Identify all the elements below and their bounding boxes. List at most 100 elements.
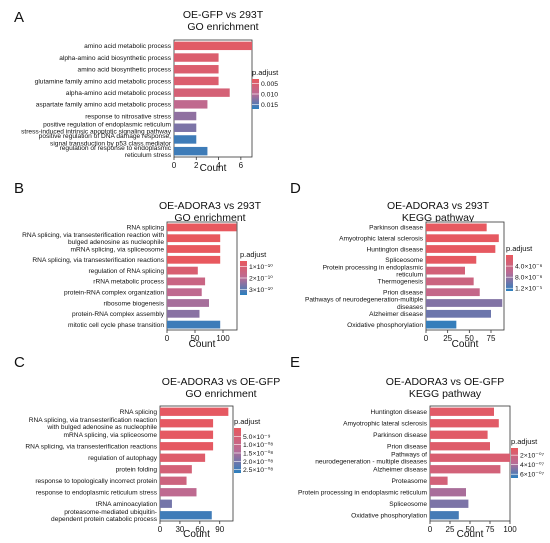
category-label: response to nitrosative stress — [85, 113, 171, 120]
category-label-line: tRNA aminoacylation — [96, 501, 158, 508]
bar — [430, 430, 488, 439]
bar — [160, 430, 214, 439]
category-label: alpha-amino acid metabolic process — [66, 90, 172, 97]
category-label: Proteasome — [391, 478, 427, 485]
category-label: Huntington disease — [367, 246, 424, 253]
category-label: protein-RNA complex organization — [64, 290, 164, 297]
category-label: RNA splicing, via transesterification re… — [29, 417, 158, 431]
legend-colorbar — [506, 255, 513, 291]
category-label-line: Huntington disease — [367, 246, 424, 253]
chart-subtitle: KEGG pathway — [409, 388, 482, 400]
category-label-line: with bulged adenosine as nucleophile — [46, 424, 157, 431]
legend-label: 1.5×10⁻⁰⁸ — [243, 451, 273, 458]
x-tick-label: 90 — [215, 525, 224, 534]
category-label: rRNA metabolic process — [93, 279, 164, 286]
category-label: RNA splicing — [127, 225, 165, 232]
category-label-line: response to endoplasmic reticulum stress — [36, 490, 158, 497]
legend-label: 0.005 — [261, 81, 278, 88]
panel-letter: C — [14, 354, 25, 371]
legend-label: 3×10⁻¹⁰ — [249, 287, 273, 294]
x-axis-label: Count — [200, 163, 227, 174]
legend-title: p.adjust — [234, 417, 261, 426]
legend-label: 0.015 — [261, 102, 278, 109]
bar — [160, 465, 192, 474]
category-label-line: alpha-amino acid biosynthetic process — [59, 55, 171, 62]
category-label: Spliceosome — [389, 501, 427, 508]
category-label: response to topologically incorrect prot… — [35, 478, 157, 485]
x-tick-label: 2 — [194, 161, 199, 170]
bar — [174, 100, 208, 109]
legend-title: p.adjust — [506, 244, 533, 253]
category-label: Amyotrophic lateral sclerosis — [339, 236, 424, 243]
category-label-line: Prion disease — [387, 444, 427, 451]
category-label-line: reticulum — [396, 272, 423, 279]
x-tick-label: 25 — [446, 525, 455, 534]
bar — [426, 309, 491, 318]
category-label-line: Parkinson disease — [369, 225, 423, 232]
bar — [167, 299, 209, 307]
x-tick-label: 0 — [158, 525, 163, 534]
category-label-line: Spliceosome — [385, 257, 423, 264]
category-label-line: Pathways of — [391, 451, 427, 458]
category-label-line: Oxidative phosphorylation — [351, 513, 427, 520]
category-label: Pathways of neurodegeneration-multiple di… — [305, 297, 424, 311]
panel-letter: A — [14, 9, 24, 26]
legend-label: 1×10⁻¹⁰ — [249, 264, 273, 271]
bar — [430, 407, 494, 416]
category-label-line: signal transduction by p53 class mediato… — [50, 140, 172, 147]
category-label: RNA splicing, via transesterification re… — [32, 257, 164, 264]
x-tick-label: 0 — [428, 525, 433, 534]
category-label-line: positive regulation of DNA damage respon… — [39, 133, 171, 140]
bar — [426, 255, 477, 264]
x-tick-label: 25 — [443, 334, 452, 343]
legend-title: p.adjust — [252, 68, 279, 77]
x-tick-label: 0 — [165, 334, 170, 343]
legend-label: 5.0×10⁻⁹ — [243, 434, 271, 441]
bar — [160, 442, 214, 451]
category-label-line: mRNA splicing, via spliceosome — [71, 246, 165, 253]
category-label-line: Prion disease — [383, 290, 423, 297]
category-label-line: bulged adenosine as nucleophile — [68, 239, 164, 246]
bar — [167, 320, 221, 329]
chart-subtitle: GO enrichment — [187, 21, 258, 33]
bar — [426, 288, 480, 297]
bar — [160, 476, 187, 485]
category-label: Alzheimer disease — [369, 311, 423, 318]
category-label: amino acid metabolic process — [84, 43, 172, 50]
bar — [160, 488, 197, 497]
legend-title: p.adjust — [240, 250, 267, 259]
category-label-line: RNA splicing, via transesterification re… — [32, 257, 164, 264]
legend-label: 2.5×10⁻⁰⁸ — [243, 467, 273, 474]
category-label: mRNA splicing, via spliceosome — [64, 432, 158, 439]
category-label-line: RNA splicing, via transesterification re… — [29, 417, 158, 424]
x-tick-label: 100 — [216, 334, 230, 343]
category-label-line: mRNA splicing, via spliceosome — [64, 432, 158, 439]
x-tick-label: 50 — [466, 525, 475, 534]
panel-letter: E — [290, 354, 300, 371]
category-label: proteasome-mediated ubiquitin-dependent … — [51, 509, 158, 523]
legend-colorbar — [234, 428, 241, 473]
category-label-line: Huntington disease — [371, 409, 428, 416]
x-tick-label: 30 — [175, 525, 184, 534]
category-label: regulation of autophagy — [88, 455, 158, 462]
legend-label: 1.0×10⁻⁰⁸ — [243, 442, 273, 449]
bar — [160, 419, 214, 428]
chart-subtitle: GO enrichment — [185, 388, 256, 400]
bar — [167, 245, 221, 253]
x-tick-label: 100 — [503, 525, 517, 534]
legend-label: 2.0×10⁻⁰⁸ — [243, 459, 273, 466]
category-label-line: Alzheimer disease — [373, 467, 427, 474]
x-tick-label: 60 — [195, 525, 204, 534]
category-label-line: protein-RNA complex organization — [64, 290, 164, 297]
legend-label: 4×10⁻⁰⁷ — [520, 462, 545, 469]
category-label: Parkinson disease — [373, 432, 427, 439]
panel-letter: D — [290, 180, 301, 197]
legend-label: 6×10⁻⁰⁷ — [520, 472, 545, 479]
category-label: ribosome biogenesis — [104, 300, 165, 307]
bar — [430, 488, 466, 497]
category-label-line: RNA splicing, via transesterification re… — [25, 444, 157, 451]
chart-subtitle: KEGG pathway — [402, 212, 475, 224]
category-label: positive regulation of endoplasmic retic… — [21, 121, 172, 135]
